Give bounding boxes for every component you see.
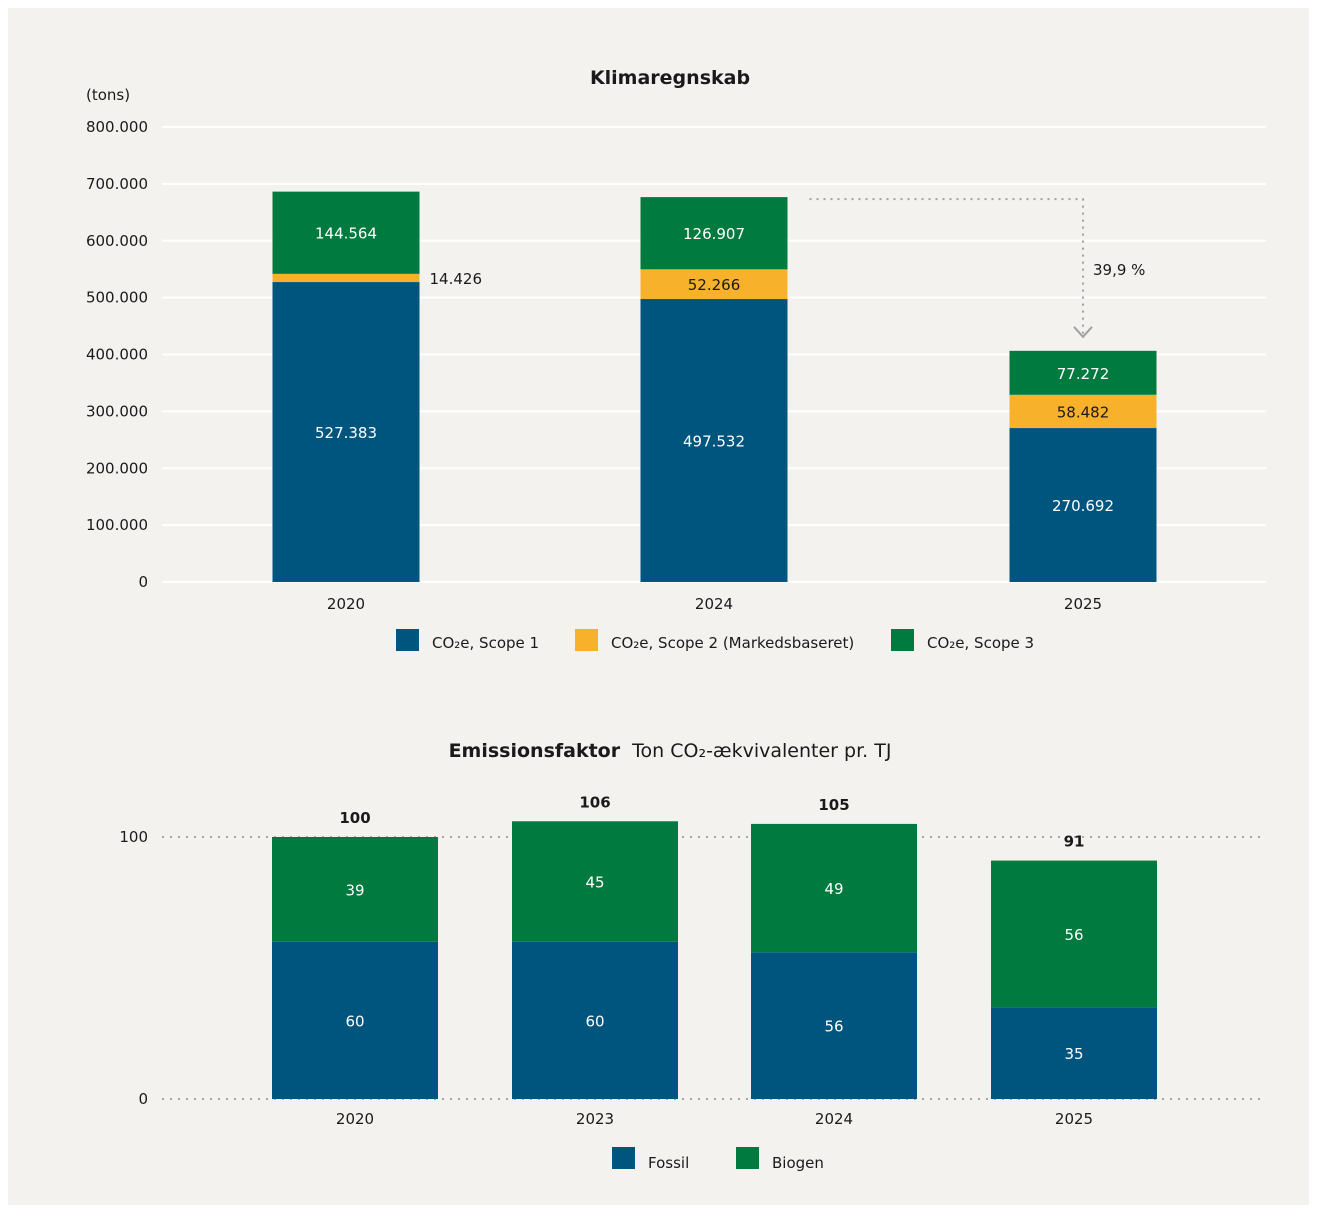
y-tick-label: 400.000 xyxy=(86,346,148,364)
y-tick-label: 200.000 xyxy=(86,459,148,477)
x-tick-label: 2023 xyxy=(576,1110,614,1128)
reduction-percentage: 39,9 % xyxy=(1093,261,1145,279)
y-tick-label: 0 xyxy=(138,573,148,591)
bar-biogen-2024 xyxy=(751,823,917,953)
emissionsfaktor-chart: Emissionsfaktor Ton CO₂-ækvivalenter pr.… xyxy=(119,740,1266,1172)
data-label: 270.692 xyxy=(1052,497,1114,515)
bar-co-e-scope-3-2024 xyxy=(640,197,788,270)
bar-co-e-scope-3-2025 xyxy=(1009,350,1157,395)
bar-fossil-2025 xyxy=(991,1007,1157,1099)
data-label: 126.907 xyxy=(683,225,745,243)
bar-co-e-scope-1-2025 xyxy=(1009,428,1157,582)
chart1-bars: 527.383 14.426 144.564 497.532 52.266 126.907… xyxy=(272,191,1157,582)
legend-label: CO₂e, Scope 1 xyxy=(432,634,539,652)
bar-fossil-2024 xyxy=(751,952,917,1099)
bar-co-e-scope-1-2024 xyxy=(640,299,788,582)
chart2-bars: 60 39 100 60 45 106 56 49 105 35 56 91 xyxy=(272,793,1157,1099)
y-tick-label: 300.000 xyxy=(86,402,148,420)
chart1-reduction-annotation: 39,9 % xyxy=(809,198,1145,339)
bar-fossil-2020 xyxy=(272,941,438,1099)
y-tick-label: 800.000 xyxy=(86,118,148,136)
data-label: 497.532 xyxy=(683,433,745,451)
data-label: 58.482 xyxy=(1057,403,1110,421)
chart2-title: Emissionsfaktor xyxy=(449,740,621,762)
legend-swatch-fossil xyxy=(612,1147,635,1169)
y-tick-label: 500.000 xyxy=(86,289,148,307)
bar-biogen-2023 xyxy=(512,821,678,942)
total-label: 91 xyxy=(1064,833,1085,851)
legend-label: Biogen xyxy=(772,1154,824,1172)
chart1-xticks: 2020 2024 2025 xyxy=(327,595,1102,613)
x-tick-label: 2020 xyxy=(336,1110,374,1128)
reduction-arrowhead-icon xyxy=(1073,326,1093,339)
bar-co-e-scope-1-2020 xyxy=(272,282,420,582)
total-label: 100 xyxy=(339,809,370,827)
bar-co-e-scope-3-2020 xyxy=(272,191,420,274)
klimaregnskab-chart: Klimaregnskab (tons) 0 100.000 200.000 300.… xyxy=(86,67,1266,652)
legend-swatch-co-e-scope-1 xyxy=(396,629,419,651)
data-label: 60 xyxy=(345,1012,364,1030)
chart2-legend: Fossil Biogen xyxy=(612,1147,824,1172)
total-label: 106 xyxy=(579,793,610,811)
bar-co-e-scope-2-markedsbaseret-2025 xyxy=(1009,394,1157,429)
reduction-dotted-arrow-line xyxy=(809,198,1084,337)
y-tick-label: 700.000 xyxy=(86,175,148,193)
data-label: 56 xyxy=(824,1018,843,1036)
legend-label: CO₂e, Scope 2 (Markedsbaseret) xyxy=(611,634,854,652)
data-label: 56 xyxy=(1064,926,1083,944)
data-label: 39 xyxy=(345,881,364,899)
legend-swatch-co-e-scope-2-markedsbaseret xyxy=(575,629,598,651)
y-tick-label: 100 xyxy=(119,828,148,846)
chart2-yticks: 0 100 xyxy=(119,828,148,1108)
x-tick-label: 2020 xyxy=(327,595,365,613)
x-tick-label: 2025 xyxy=(1064,595,1102,613)
y-tick-label: 600.000 xyxy=(86,232,148,250)
x-tick-label: 2025 xyxy=(1055,1110,1093,1128)
data-label: 52.266 xyxy=(688,276,741,294)
data-label: 60 xyxy=(585,1012,604,1030)
chart2-xticks: 2020 2023 2024 2025 xyxy=(336,1110,1093,1128)
data-label: 144.564 xyxy=(315,225,377,243)
data-label: 45 xyxy=(585,874,604,892)
legend-label: Fossil xyxy=(648,1154,689,1172)
legend-swatch-biogen xyxy=(736,1147,759,1169)
x-tick-label: 2024 xyxy=(695,595,733,613)
bar-biogen-2020 xyxy=(272,837,438,942)
chart2-subtitle: Ton CO₂-ækvivalenter pr. TJ xyxy=(631,740,891,762)
bar-co-e-scope-2-markedsbaseret-2024 xyxy=(640,269,788,300)
chart1-ylabel: (tons) xyxy=(86,86,130,104)
bar-co-e-scope-2-markedsbaseret-2020 xyxy=(272,273,420,283)
data-label: 77.272 xyxy=(1057,365,1110,383)
chart1-title: Klimaregnskab xyxy=(590,67,750,89)
bar-fossil-2023 xyxy=(512,941,678,1099)
chart2-title-line: Emissionsfaktor Ton CO₂-ækvivalenter pr.… xyxy=(449,740,892,762)
legend-label: CO₂e, Scope 3 xyxy=(927,634,1034,652)
chart1-yticks: 0 100.000 200.000 300.000 400.000 500.000 600.… xyxy=(86,118,148,591)
chart1-legend: CO₂e, Scope 1 CO₂e, Scope 2 (Markedsbaser… xyxy=(396,629,1034,652)
data-label: 49 xyxy=(824,880,843,898)
data-label: 14.426 xyxy=(430,270,483,288)
bar-biogen-2025 xyxy=(991,860,1157,1008)
y-tick-label: 0 xyxy=(138,1090,148,1108)
y-tick-label: 100.000 xyxy=(86,516,148,534)
x-tick-label: 2024 xyxy=(815,1110,853,1128)
legend-swatch-co-e-scope-3 xyxy=(891,629,914,651)
data-label: 527.383 xyxy=(315,424,377,442)
data-label: 35 xyxy=(1064,1045,1083,1063)
total-label: 105 xyxy=(818,796,849,814)
